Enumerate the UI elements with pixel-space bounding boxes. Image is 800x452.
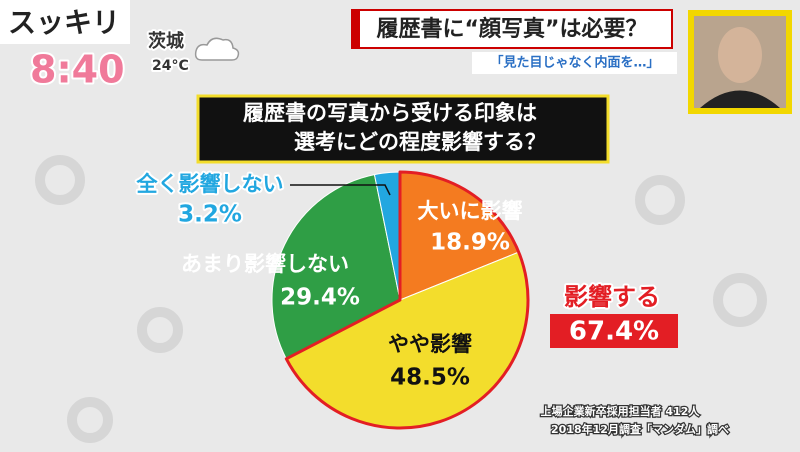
- leader-line: [290, 184, 391, 196]
- background-pattern: [35, 155, 767, 443]
- highlight-value: 67.4%: [569, 317, 659, 347]
- logo-box: [0, 0, 130, 44]
- slice-value: 3.2%: [178, 202, 242, 228]
- subheadline-box: [472, 52, 677, 74]
- source: 上場企業新卒採用担当者 412人: [541, 404, 701, 418]
- highlight-box: [550, 314, 678, 348]
- slice-value: 48.5%: [390, 365, 470, 391]
- headline: 履歴書に“顔写真”は必要？: [377, 16, 648, 42]
- chart-title: 選考にどの程度影響する？: [294, 130, 546, 154]
- slice-value: 29.4%: [280, 285, 360, 311]
- highlight-label: 影響する: [564, 283, 660, 311]
- slice-value: 18.9%: [430, 230, 510, 256]
- slice-label: 大いに影響: [418, 199, 523, 223]
- slice-label: やや影響: [388, 332, 472, 356]
- slice-label: 全く影響しない: [136, 172, 284, 196]
- title-box: [196, 94, 610, 164]
- chart-title: 履歴書の写真から受ける印象は: [243, 101, 537, 125]
- slice-label: あまり影響しない: [181, 252, 349, 276]
- weather-icon: [194, 37, 240, 61]
- program-logo: スッキリ: [8, 6, 120, 39]
- region: 茨城: [148, 30, 184, 52]
- presenter-clothes: [700, 90, 780, 108]
- presenter-face: [718, 27, 762, 83]
- pie: 大いに影響 18.9% やや影響 48.5% あまり影響しない 29.4% 全く影響しない 3…: [134, 170, 678, 430]
- clock: 8:40: [30, 48, 125, 92]
- pie-slice: [271, 173, 401, 360]
- highlight-outline: [284, 170, 530, 430]
- temperature: 24°C: [152, 58, 189, 74]
- source: 2018年12月調査「マンダム」調べ: [551, 422, 729, 436]
- headline-accent: [352, 10, 360, 48]
- subheadline: 「見た目じゃなく内面を…」: [490, 55, 659, 71]
